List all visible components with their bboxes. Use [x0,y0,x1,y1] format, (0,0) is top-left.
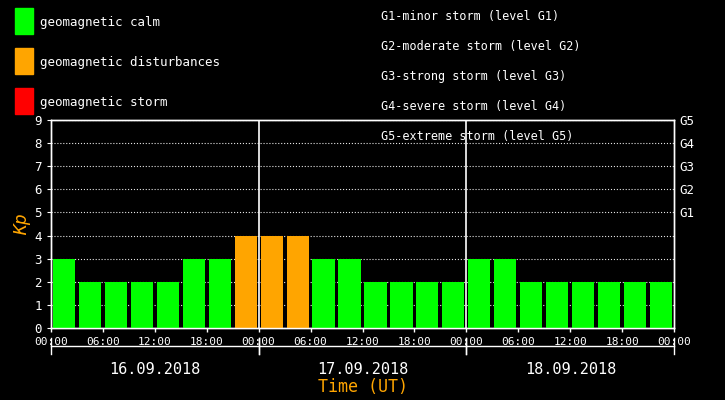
Text: G4-severe storm (level G4): G4-severe storm (level G4) [381,100,566,113]
Bar [468,259,490,328]
Bar [624,282,646,328]
Text: geomagnetic storm: geomagnetic storm [40,96,167,109]
Text: geomagnetic disturbances: geomagnetic disturbances [40,56,220,69]
Bar [598,282,621,328]
Text: geomagnetic calm: geomagnetic calm [40,16,160,29]
Bar [650,282,672,328]
Bar [183,259,204,328]
Bar [209,259,231,328]
Bar [442,282,465,328]
Bar [157,282,178,328]
Bar [494,259,516,328]
Text: 16.09.2018: 16.09.2018 [109,362,200,377]
Text: 17.09.2018: 17.09.2018 [317,362,408,377]
Bar [260,236,283,328]
Bar [416,282,439,328]
Text: 18.09.2018: 18.09.2018 [525,362,616,377]
Bar [312,259,334,328]
Text: G5-extreme storm (level G5): G5-extreme storm (level G5) [381,130,573,143]
Y-axis label: Kp: Kp [14,213,31,235]
Text: G1-minor storm (level G1): G1-minor storm (level G1) [381,10,559,23]
Bar [104,282,127,328]
Bar [286,236,309,328]
Bar [339,259,360,328]
Bar [235,236,257,328]
Text: G3-strong storm (level G3): G3-strong storm (level G3) [381,70,566,83]
Bar [130,282,153,328]
Bar [53,259,75,328]
Bar [391,282,413,328]
Text: Time (UT): Time (UT) [318,378,407,396]
Bar [79,282,101,328]
Bar [547,282,568,328]
Text: G2-moderate storm (level G2): G2-moderate storm (level G2) [381,40,580,53]
Bar [572,282,594,328]
Bar [365,282,386,328]
Bar [521,282,542,328]
